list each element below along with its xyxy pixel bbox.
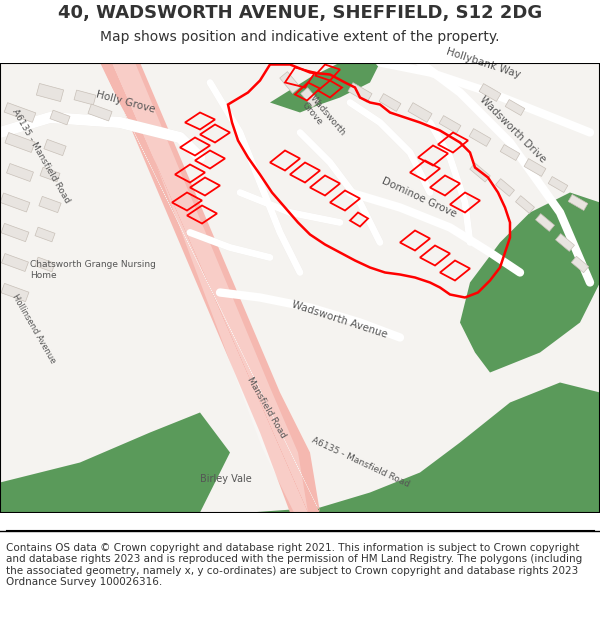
Bar <box>548 176 568 192</box>
Bar <box>39 196 61 212</box>
Text: Chatsworth Grange Nursing
Home: Chatsworth Grange Nursing Home <box>30 260 156 279</box>
Bar <box>1 223 29 242</box>
Bar <box>88 104 112 121</box>
Bar <box>280 72 300 93</box>
Bar <box>5 132 35 152</box>
Bar <box>469 129 491 146</box>
Text: Hollinsend Avenue: Hollinsend Avenue <box>10 292 57 364</box>
Bar <box>524 159 546 176</box>
Text: Holly Grove: Holly Grove <box>95 89 156 114</box>
Polygon shape <box>100 62 320 512</box>
Bar <box>4 102 36 122</box>
Text: Dominoe Grove: Dominoe Grove <box>380 176 458 219</box>
Bar <box>408 102 432 122</box>
Bar <box>505 99 525 116</box>
Bar <box>50 110 70 125</box>
Bar <box>40 168 60 182</box>
Polygon shape <box>270 62 380 112</box>
Bar <box>536 214 554 231</box>
Bar <box>500 144 520 161</box>
Text: Wadsworth Avenue: Wadsworth Avenue <box>290 299 388 339</box>
Polygon shape <box>460 192 600 372</box>
Bar <box>37 84 64 101</box>
Bar <box>44 139 66 156</box>
Text: A6135 - Mansfield Road: A6135 - Mansfield Road <box>10 107 71 204</box>
Bar <box>301 88 319 108</box>
Text: Wadsworth
Grove: Wadsworth Grove <box>300 94 347 144</box>
Bar <box>470 163 490 182</box>
Text: Birley Vale: Birley Vale <box>200 474 252 484</box>
Bar <box>35 228 55 242</box>
Bar <box>0 193 30 212</box>
Bar <box>568 194 588 211</box>
Text: Contains OS data © Crown copyright and database right 2021. This information is : Contains OS data © Crown copyright and d… <box>6 542 582 588</box>
Text: Map shows position and indicative extent of the property.: Map shows position and indicative extent… <box>100 29 500 44</box>
Bar <box>1 283 29 302</box>
Bar <box>479 84 501 101</box>
Bar <box>2 254 28 271</box>
Text: Mansfield Road: Mansfield Road <box>245 375 287 439</box>
Bar <box>74 90 96 105</box>
Bar <box>515 196 535 213</box>
Bar <box>556 234 574 251</box>
Bar <box>7 164 34 181</box>
Bar <box>348 82 372 102</box>
Bar <box>379 94 401 111</box>
Text: Hollybank Way: Hollybank Way <box>445 46 521 79</box>
Bar <box>496 179 514 196</box>
Polygon shape <box>250 382 600 512</box>
Polygon shape <box>0 412 230 512</box>
Text: 40, WADSWORTH AVENUE, SHEFFIELD, S12 2DG: 40, WADSWORTH AVENUE, SHEFFIELD, S12 2DG <box>58 4 542 22</box>
Polygon shape <box>112 62 308 512</box>
Text: A6135 - Mansfield Road: A6135 - Mansfield Road <box>310 436 411 489</box>
Bar <box>35 258 55 272</box>
Text: Wadsworth Drive: Wadsworth Drive <box>478 94 548 164</box>
Bar <box>439 116 461 133</box>
Bar <box>571 256 589 272</box>
